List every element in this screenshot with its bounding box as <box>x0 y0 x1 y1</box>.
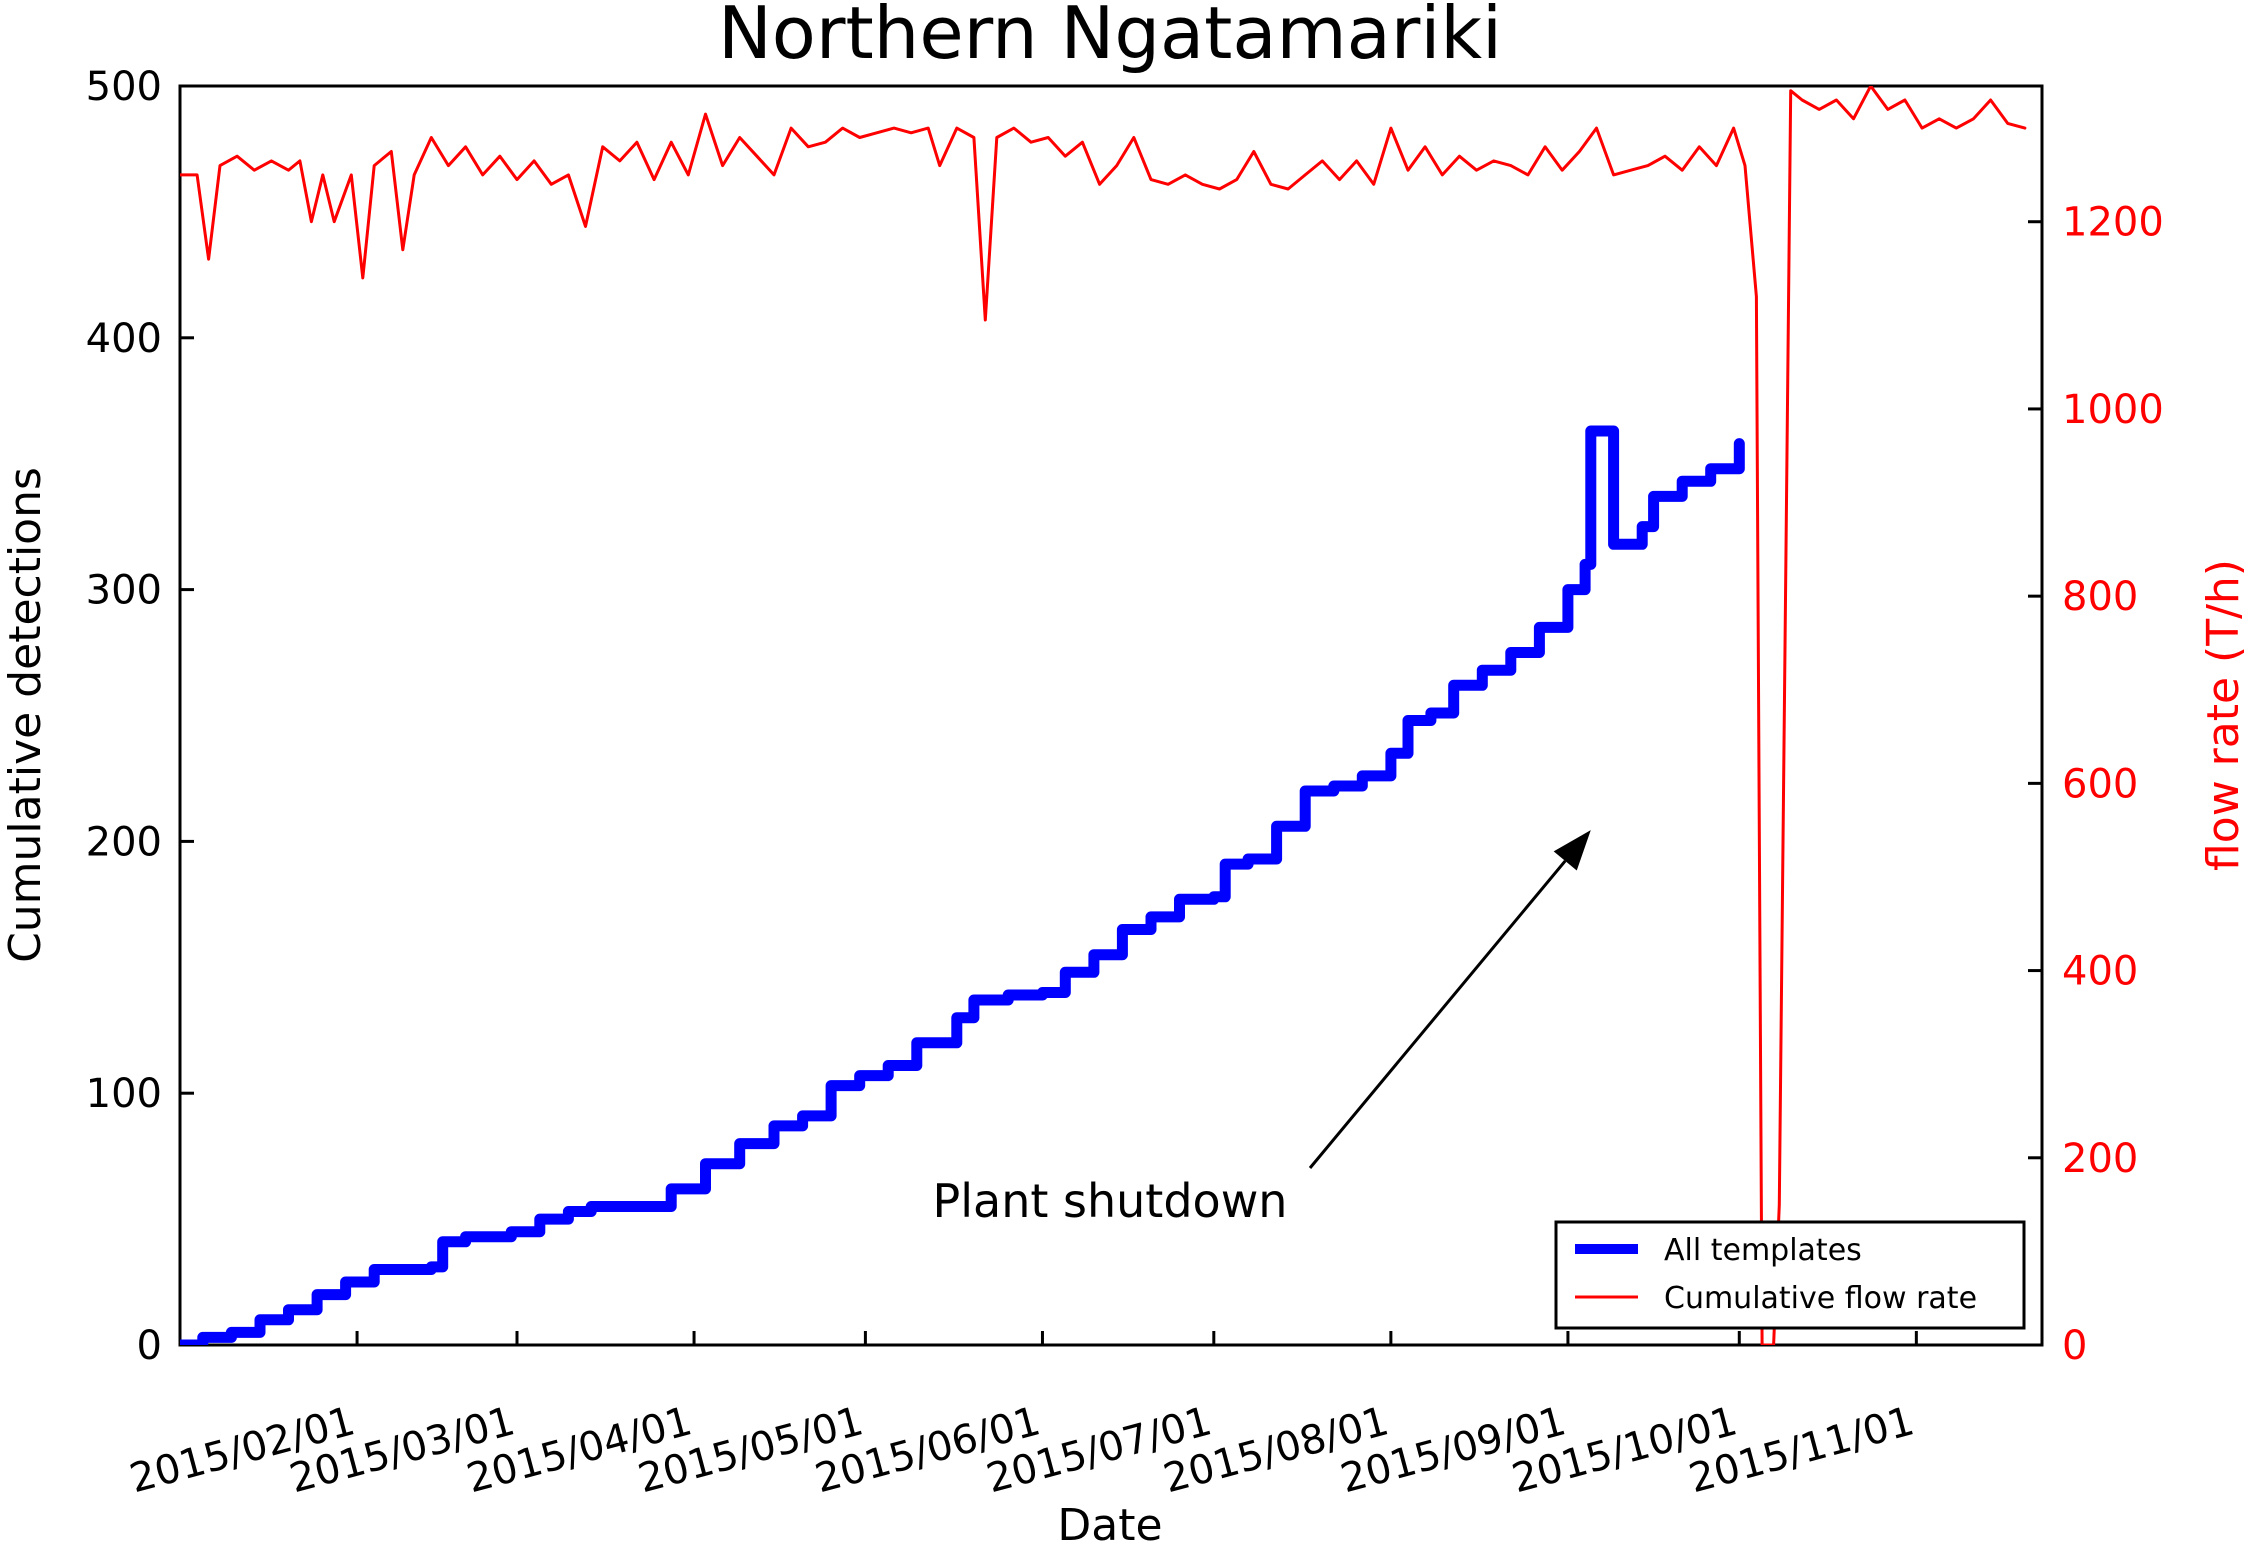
y2-axis-label: flow rate (T/h) <box>2198 559 2249 871</box>
y2-tick-label: 1200 <box>2062 200 2164 246</box>
legend: All templates Cumulative flow rate <box>1554 1220 2026 1330</box>
y-axis-label: Cumulative detections <box>0 467 51 963</box>
annotation-text: Plant shutdown <box>933 1174 1288 1228</box>
y-tick-label: 0 <box>137 1323 162 1369</box>
plot-area <box>178 84 2044 1347</box>
chart-title: Northern Ngatamariki <box>718 0 1502 75</box>
y2-tick-label: 200 <box>2062 1136 2138 1182</box>
annotation-arrow <box>1308 859 1567 1169</box>
x-axis: 2015/02/012015/03/012015/04/012015/05/01… <box>125 1331 1919 1502</box>
x-axis-label: Date <box>1057 1500 1162 1543</box>
y-tick-label: 100 <box>86 1071 162 1117</box>
legend-box <box>1554 1220 2026 1330</box>
y-tick-label: 200 <box>86 819 162 865</box>
y2-tick-label: 600 <box>2062 761 2138 807</box>
y2-tick-label: 1000 <box>2062 387 2164 433</box>
series-layer <box>180 86 2027 1345</box>
left-axis: 0 100 200 300 400 500 <box>86 64 194 1369</box>
flow-rate-line <box>180 86 2027 1345</box>
legend-label: Cumulative flow rate <box>1664 1281 1977 1316</box>
annotation: Plant shutdown <box>933 830 1591 1228</box>
y-tick-label: 500 <box>86 64 162 110</box>
y-tick-label: 300 <box>86 568 162 614</box>
right-axis: 0 200 400 600 800 1000 1200 <box>2028 200 2164 1369</box>
y2-tick-label: 0 <box>2062 1323 2087 1369</box>
annotation-arrowhead <box>1553 830 1591 871</box>
y-tick-label: 400 <box>86 316 162 362</box>
y2-tick-label: 800 <box>2062 574 2138 620</box>
all-templates-line <box>180 425 1745 1345</box>
y2-tick-label: 400 <box>2062 949 2138 995</box>
legend-label: All templates <box>1664 1233 1862 1268</box>
